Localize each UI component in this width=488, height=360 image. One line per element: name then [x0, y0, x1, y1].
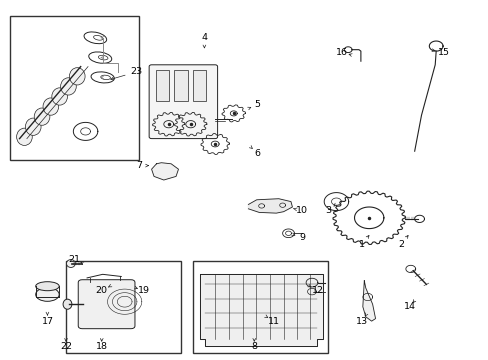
Text: 19: 19 — [138, 287, 150, 295]
Text: 9: 9 — [299, 233, 305, 242]
Bar — [155, 70, 169, 101]
Ellipse shape — [61, 78, 76, 95]
Bar — [66, 261, 181, 353]
Polygon shape — [362, 281, 375, 321]
Text: 17: 17 — [41, 317, 53, 325]
Ellipse shape — [43, 98, 59, 115]
Ellipse shape — [17, 128, 32, 145]
Bar — [193, 261, 327, 353]
Text: 22: 22 — [60, 342, 72, 351]
Text: 16: 16 — [336, 48, 347, 57]
Text: 5: 5 — [254, 100, 260, 109]
Ellipse shape — [34, 108, 50, 125]
Polygon shape — [151, 163, 178, 180]
Text: 20: 20 — [96, 287, 107, 295]
Ellipse shape — [25, 118, 41, 135]
Text: 14: 14 — [403, 302, 415, 311]
Text: 6: 6 — [254, 149, 260, 158]
Text: 2: 2 — [397, 240, 403, 249]
Text: 18: 18 — [96, 342, 107, 351]
Text: 13: 13 — [355, 317, 367, 325]
FancyBboxPatch shape — [78, 280, 135, 329]
Text: 7: 7 — [136, 161, 142, 170]
FancyBboxPatch shape — [149, 65, 217, 139]
Text: 15: 15 — [437, 48, 449, 57]
Text: 1: 1 — [358, 240, 364, 249]
Text: 23: 23 — [130, 68, 142, 77]
Bar — [10, 16, 139, 160]
Polygon shape — [248, 199, 292, 213]
Ellipse shape — [69, 68, 85, 85]
Ellipse shape — [63, 299, 72, 309]
Ellipse shape — [52, 88, 67, 105]
Ellipse shape — [36, 288, 59, 301]
Text: 21: 21 — [68, 255, 80, 264]
Text: 8: 8 — [251, 342, 257, 351]
Text: 10: 10 — [296, 206, 307, 215]
Ellipse shape — [66, 260, 75, 267]
Text: 3: 3 — [325, 206, 331, 215]
Bar — [174, 70, 187, 101]
Text: 11: 11 — [267, 317, 279, 325]
Text: 4: 4 — [201, 33, 207, 42]
Ellipse shape — [36, 282, 59, 291]
Polygon shape — [199, 274, 322, 346]
Bar — [192, 70, 206, 101]
Text: 12: 12 — [311, 287, 323, 295]
